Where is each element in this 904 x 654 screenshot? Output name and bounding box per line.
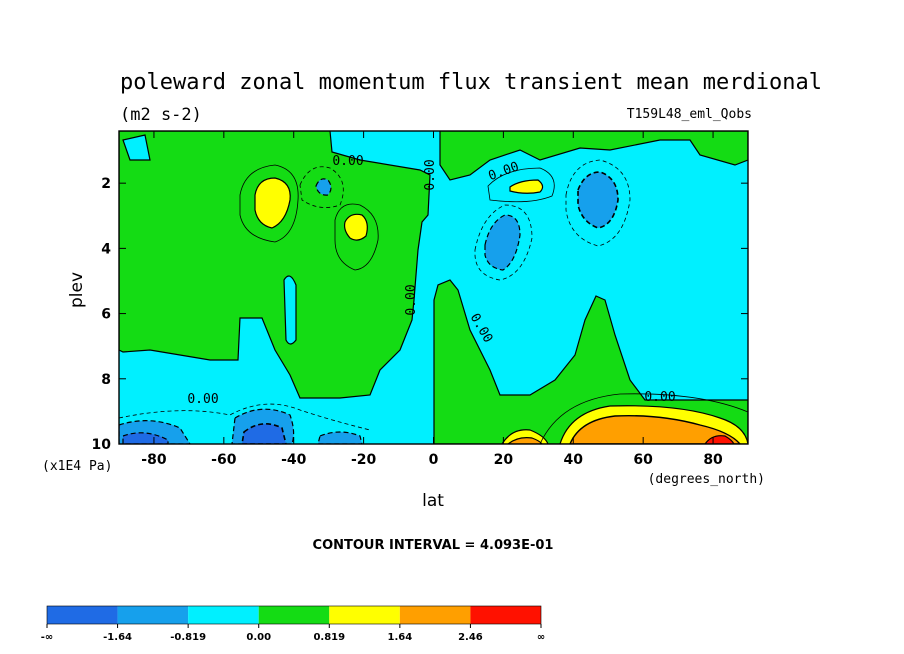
chart-title: poleward zonal momentum flux transient m…	[120, 70, 822, 95]
y-axis-units: (x1E4 Pa)	[42, 459, 112, 474]
contour-ring-bottom-1	[539, 393, 748, 444]
region-sh-positive	[119, 131, 431, 399]
colorbar-label: 2.46	[458, 632, 483, 643]
x-axis-units: (degrees_north)	[648, 472, 765, 487]
contour-ring-sh-2	[334, 203, 379, 271]
region-blue-nh-2	[577, 171, 619, 229]
contour-label-7: 0.00	[644, 390, 675, 405]
x-tick-label: -40	[281, 452, 307, 468]
y-tick-label: 6	[101, 307, 111, 323]
colorbar-label: ∞	[537, 632, 545, 643]
region-sh-hole-1	[283, 275, 297, 345]
x-tick-label: -80	[141, 452, 167, 468]
x-tick-label: 60	[633, 452, 653, 468]
chart-units: (m2 s-2)	[120, 105, 202, 125]
colorbar-swatch	[117, 606, 189, 624]
contour-label-6: 0.00	[187, 392, 218, 407]
x-axis-label: lat	[422, 491, 444, 511]
contour-ring-sh-3	[299, 166, 344, 208]
colorbar-swatch	[47, 606, 118, 624]
colorbar-label: 0.819	[313, 632, 345, 643]
y-tick-label: 8	[101, 372, 111, 388]
contour-ring-bottom-2	[119, 403, 371, 431]
contour-ring-nh-3	[565, 159, 631, 247]
contour-label-2: 0.00	[423, 159, 438, 190]
region-yellow-sh-2	[343, 213, 368, 241]
colorbar-label: -0.819	[170, 632, 206, 643]
colorbar-swatch	[329, 606, 400, 624]
region-nh-lower-positive	[433, 279, 748, 444]
region-orange-nh-bottom	[569, 415, 741, 444]
contour-interval: CONTOUR INTERVAL = 4.093E-01	[313, 538, 554, 553]
contour-ring-sh-1	[239, 164, 299, 243]
colorbar-label: -∞	[41, 632, 53, 643]
region-blue-sh-bottom-5	[317, 431, 363, 444]
colorbar-label: 1.64	[388, 632, 413, 643]
region-yellow-nh-1	[509, 179, 544, 194]
x-tick-label: 40	[564, 452, 584, 468]
colorbar: -∞ -1.64 -0.819 0.00 0.819 1.64 2.46 ∞	[41, 605, 545, 643]
x-axis-ticks: -80 -60 -40 -20 0 20 40 60 80	[141, 131, 723, 468]
y-axis-ticks: 2 4 6 8 10	[92, 176, 748, 453]
region-yellow-sh-1	[254, 177, 291, 229]
contour-label-4: 0.00	[404, 284, 419, 315]
y-tick-label: 10	[92, 437, 112, 453]
colorbar-swatch	[470, 606, 541, 624]
region-blue-sh-bottom-3	[241, 423, 287, 444]
region-blue-sh-1	[315, 178, 332, 196]
region-red-nh-bottom	[704, 435, 735, 444]
contour-ring-nh-2	[474, 204, 533, 281]
contour-lines	[119, 159, 748, 444]
contour-label-1: 0.00	[332, 154, 363, 169]
colorbar-label: 0.00	[246, 632, 271, 643]
colorbar-swatch	[188, 606, 259, 624]
region-blue-nh-1	[484, 214, 521, 271]
x-tick-label: -60	[211, 452, 237, 468]
x-tick-label: 0	[429, 452, 439, 468]
colorbar-label: -1.64	[103, 632, 132, 643]
colorbar-swatch	[399, 606, 471, 624]
region-sh-hole-2	[122, 134, 151, 161]
plot-area	[119, 131, 748, 444]
y-tick-label: 2	[101, 176, 111, 192]
x-tick-label: -20	[351, 452, 377, 468]
x-tick-label: 80	[703, 452, 723, 468]
colorbar-swatch	[258, 606, 330, 624]
region-nh-upper-positive	[439, 131, 748, 181]
x-tick-label: 20	[494, 452, 514, 468]
region-orange-nh-bottom-2	[507, 437, 543, 444]
contour-ring-nh-1	[487, 167, 555, 203]
run-label: T159L48_eml_Qobs	[627, 107, 752, 122]
y-axis-label: plev	[67, 272, 87, 308]
colorbar-frame	[46, 605, 542, 625]
y-tick-label: 4	[101, 241, 111, 257]
